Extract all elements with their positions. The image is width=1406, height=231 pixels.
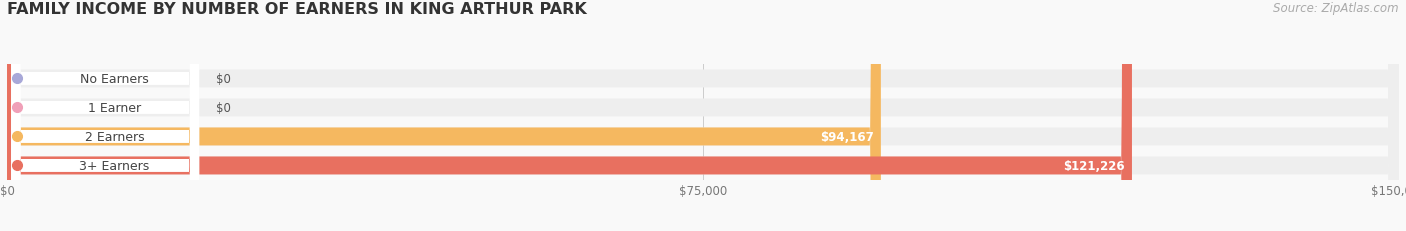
Text: 1 Earner: 1 Earner (89, 101, 141, 115)
FancyBboxPatch shape (7, 0, 1399, 231)
Text: 2 Earners: 2 Earners (84, 130, 145, 143)
FancyBboxPatch shape (11, 0, 200, 231)
FancyBboxPatch shape (7, 0, 1399, 231)
Text: Source: ZipAtlas.com: Source: ZipAtlas.com (1274, 2, 1399, 15)
FancyBboxPatch shape (11, 0, 200, 231)
FancyBboxPatch shape (7, 0, 1399, 231)
Text: $94,167: $94,167 (820, 130, 875, 143)
Text: $0: $0 (217, 73, 231, 86)
Text: FAMILY INCOME BY NUMBER OF EARNERS IN KING ARTHUR PARK: FAMILY INCOME BY NUMBER OF EARNERS IN KI… (7, 2, 586, 17)
Text: $121,226: $121,226 (1063, 159, 1125, 172)
Text: 3+ Earners: 3+ Earners (79, 159, 149, 172)
Text: No Earners: No Earners (80, 73, 149, 86)
FancyBboxPatch shape (7, 0, 882, 231)
Text: $0: $0 (217, 101, 231, 115)
FancyBboxPatch shape (11, 0, 200, 231)
FancyBboxPatch shape (11, 0, 200, 231)
FancyBboxPatch shape (7, 0, 1132, 231)
FancyBboxPatch shape (7, 0, 1399, 231)
